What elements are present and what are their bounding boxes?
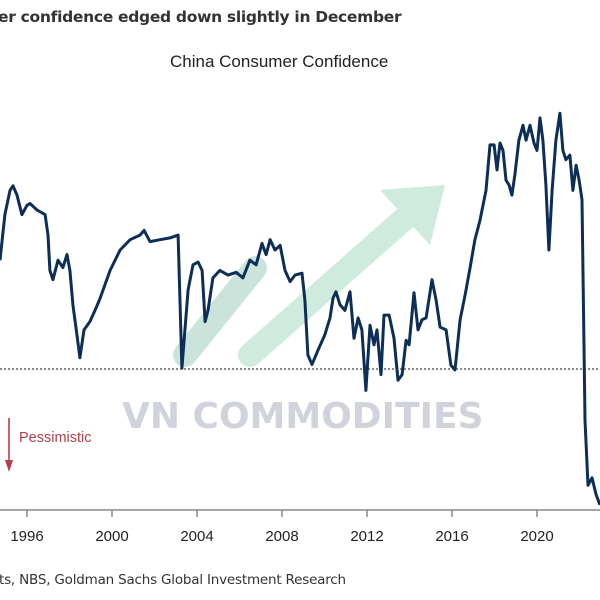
watermark-logo	[173, 185, 445, 367]
chart-title: China Consumer Confidence	[170, 52, 389, 71]
pessimistic-arrow-icon	[5, 418, 13, 472]
source-note: ts, NBS, Goldman Sachs Global Investment…	[0, 572, 346, 588]
x-tick-label: 2020	[520, 528, 553, 545]
series-group	[0, 111, 600, 506]
x-axis-ticks: 1996 2000 2004 2008 2012 2016 2020	[10, 510, 554, 545]
x-tick-label: 2008	[265, 528, 298, 545]
series-line-0	[0, 111, 600, 506]
x-tick-label: 2004	[180, 528, 213, 545]
x-tick-label: 2016	[435, 528, 468, 545]
x-tick-label: 2012	[350, 528, 383, 545]
chart-heading: er confidence edged down slightly in Dec…	[0, 8, 402, 26]
x-tick-label: 1996	[10, 528, 43, 545]
pessimistic-label: Pessimistic	[19, 430, 92, 446]
watermark-text: VN COMMODITIES	[122, 396, 484, 437]
x-tick-label: 2000	[95, 528, 128, 545]
